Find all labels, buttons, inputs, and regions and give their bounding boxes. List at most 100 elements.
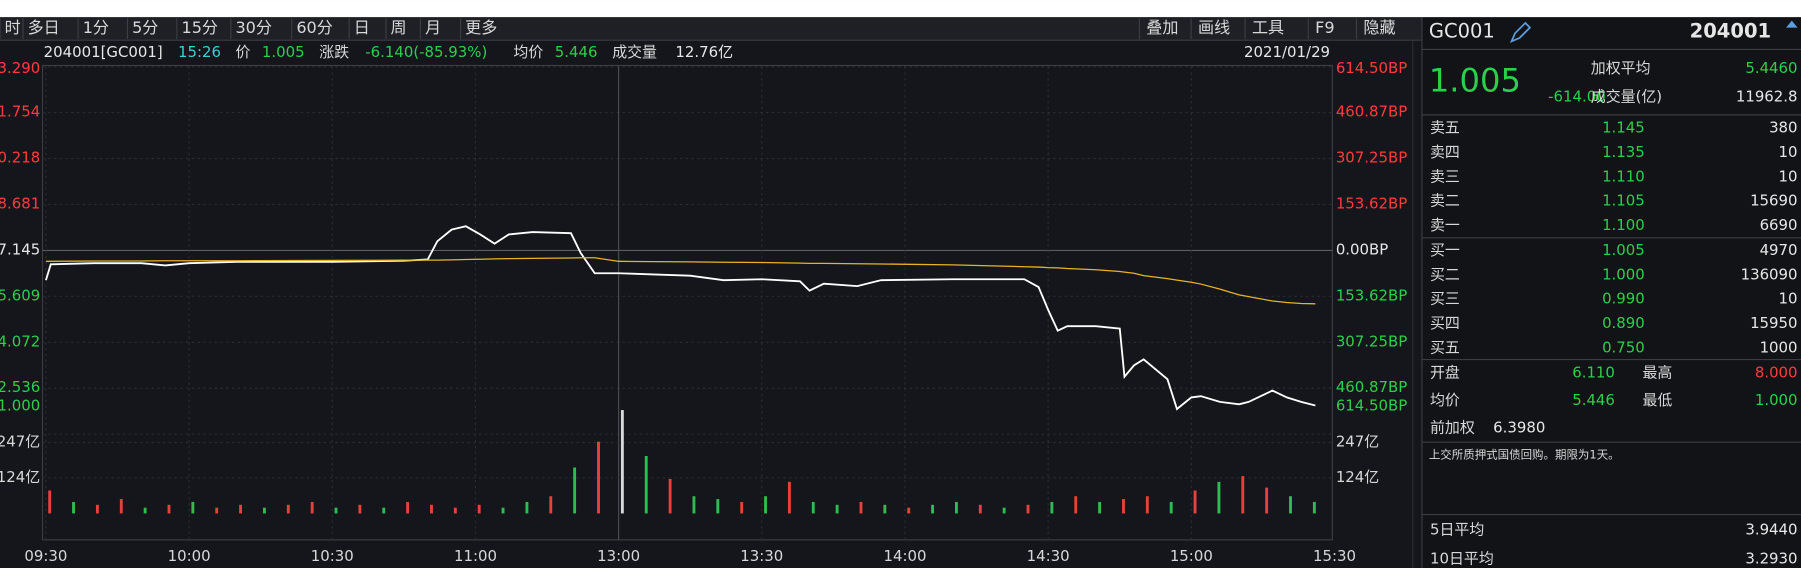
y-tick-label: 10.218 xyxy=(0,149,40,167)
tab[interactable]: 1分 xyxy=(83,18,109,37)
volume-bar xyxy=(716,499,720,514)
x-tick-label: 13:30 xyxy=(740,547,783,565)
volume-bar xyxy=(955,501,958,514)
volume-bar xyxy=(263,507,266,514)
volume-bar xyxy=(883,504,887,514)
tab[interactable]: 周 xyxy=(391,18,407,37)
y2-tick-label: 0.00BP xyxy=(1336,240,1388,258)
panel-vol: 11962.8 xyxy=(1736,88,1798,106)
tab[interactable]: 60分 xyxy=(296,18,333,37)
average-label: 10日平均 xyxy=(1430,549,1494,567)
book-price: 1.100 xyxy=(1602,216,1645,234)
edit-icon[interactable] xyxy=(1509,21,1532,43)
average-value: 3.2930 xyxy=(1745,549,1797,567)
chart-area xyxy=(0,40,1422,568)
x-tick-label: 14:30 xyxy=(1027,547,1070,565)
volume-bar xyxy=(859,501,863,514)
tab[interactable]: 日 xyxy=(354,18,370,37)
panel-wavg: 5.4460 xyxy=(1745,59,1797,77)
volume-bar xyxy=(358,504,362,514)
tool-button[interactable]: 叠加 xyxy=(1146,18,1178,37)
quote-label: 均价 xyxy=(513,43,543,61)
tab[interactable]: 5分 xyxy=(132,18,158,37)
panel-label: 前加权 xyxy=(1430,418,1475,436)
volume-bar xyxy=(1312,501,1316,514)
book-qty: 380 xyxy=(1769,119,1797,137)
toolbar xyxy=(0,17,1422,41)
x-tick-label: 09:30 xyxy=(24,547,67,565)
volume-bar xyxy=(978,504,982,514)
x-tick-label: 15:30 xyxy=(1313,547,1356,565)
volume-bar xyxy=(1122,499,1125,514)
volume-bar xyxy=(931,504,935,514)
book-price: 1.145 xyxy=(1602,119,1645,137)
book-qty: 10 xyxy=(1779,167,1798,185)
volume-bar xyxy=(191,501,195,514)
book-name: 卖四 xyxy=(1430,143,1460,161)
book-qty: 15690 xyxy=(1750,192,1797,210)
volume-bar xyxy=(525,501,529,514)
tool-button[interactable]: F9 xyxy=(1315,18,1334,37)
book-qty: 10 xyxy=(1779,143,1798,161)
volume-bar xyxy=(430,504,433,514)
y-tick-label: 11.754 xyxy=(0,103,40,121)
book-price: 0.750 xyxy=(1602,338,1645,356)
volume-bar xyxy=(382,507,386,514)
y2-tick-label: 307.25BP xyxy=(1336,149,1407,167)
volume-tick-label: 124亿 xyxy=(0,468,40,486)
volume-tick-label: 247亿 xyxy=(0,433,40,451)
tab[interactable]: 月 xyxy=(425,18,441,37)
book-price: 0.890 xyxy=(1602,314,1645,332)
y2-tick-label: 460.87BP xyxy=(1336,103,1407,121)
tool-button[interactable]: 画线 xyxy=(1198,18,1230,37)
tool-button[interactable]: 隐藏 xyxy=(1363,18,1395,37)
volume-tick-label: 247亿 xyxy=(1336,433,1379,451)
y2-tick-label: 153.62BP xyxy=(1336,286,1407,304)
book-name: 卖一 xyxy=(1430,216,1460,234)
book-name: 卖三 xyxy=(1430,167,1460,185)
tab[interactable]: 时 xyxy=(5,18,21,37)
tab[interactable]: 多日 xyxy=(28,18,60,37)
volume-bar xyxy=(239,504,243,514)
quote-date: 2021/01/29 xyxy=(1244,43,1330,61)
book-qty: 15950 xyxy=(1750,314,1797,332)
y-tick-label: 5.609 xyxy=(0,286,40,304)
book-name: 卖二 xyxy=(1430,192,1460,210)
quote-time: 15:26 xyxy=(178,43,221,61)
tab[interactable]: 15分 xyxy=(181,18,218,37)
y-tick-label: 8.681 xyxy=(0,194,40,212)
volume-bar xyxy=(406,501,410,514)
quote-label: 价 xyxy=(235,43,250,61)
y2-tick-label: 153.62BP xyxy=(1336,194,1407,212)
book-price: 1.110 xyxy=(1602,167,1645,185)
volume-bar xyxy=(1145,496,1149,514)
volume-bar xyxy=(95,504,99,514)
average-line xyxy=(45,257,1316,305)
volume-bar xyxy=(334,507,338,514)
stat-label: 最高 xyxy=(1642,363,1672,381)
volume-bar xyxy=(811,501,815,514)
volume-bar xyxy=(1026,504,1030,514)
tab[interactable]: 30分 xyxy=(235,18,272,37)
volume-bar xyxy=(215,507,219,514)
tab[interactable]: 更多 xyxy=(465,18,497,37)
quote-volume: 12.76亿 xyxy=(675,43,733,61)
x-tick-label: 11:00 xyxy=(454,547,497,565)
volume-bar xyxy=(72,501,75,514)
volume-bar xyxy=(620,410,624,514)
volume-bar xyxy=(1265,487,1269,514)
panel-label: 成交量(亿) xyxy=(1591,88,1662,106)
scroll-up[interactable] xyxy=(1786,20,1798,28)
stat-label: 均价 xyxy=(1430,391,1460,409)
stat-label: 最低 xyxy=(1642,391,1672,409)
book-price: 1.105 xyxy=(1602,192,1645,210)
y2-tick-label: 614.50BP xyxy=(1336,397,1407,415)
volume-bar xyxy=(143,507,147,514)
tool-button[interactable]: 工具 xyxy=(1252,18,1284,37)
volume-bar xyxy=(573,467,577,514)
volume-bar xyxy=(1241,476,1245,514)
volume-bar xyxy=(764,496,767,514)
volume-bar xyxy=(644,456,648,514)
average-value: 3.9440 xyxy=(1745,521,1797,539)
book-name: 买五 xyxy=(1430,338,1460,356)
